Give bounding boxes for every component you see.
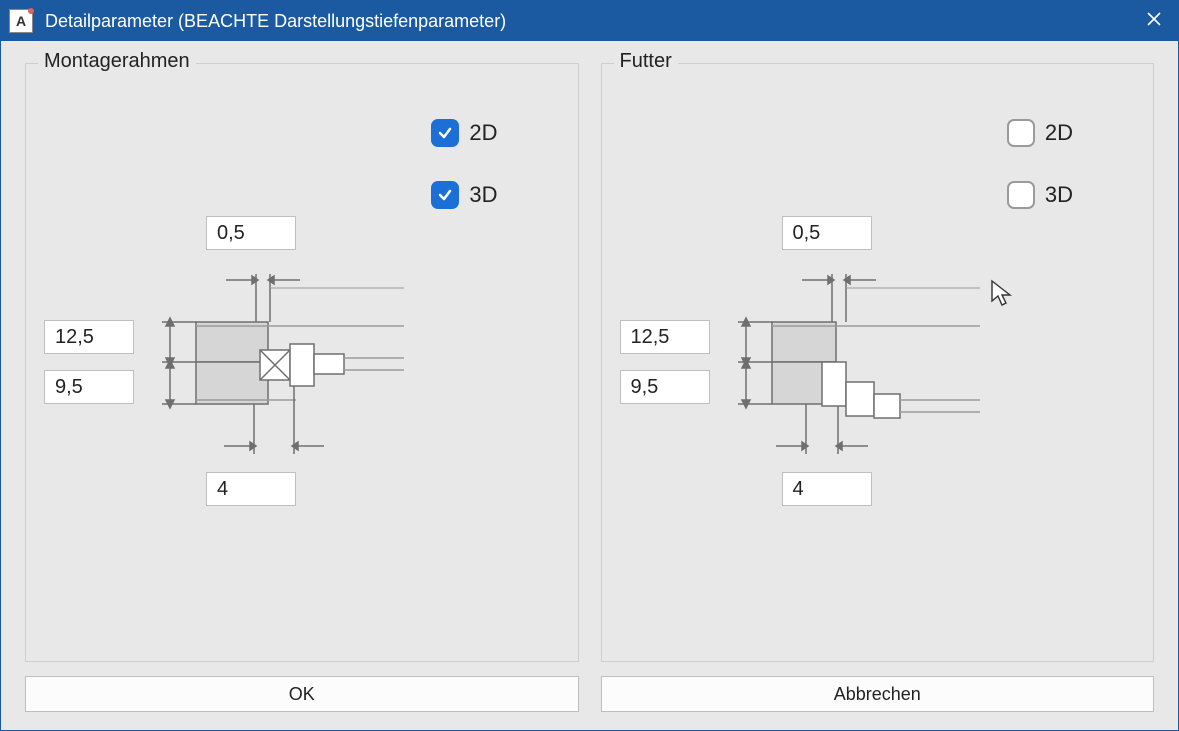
- input-top-left[interactable]: 0,5: [206, 216, 296, 250]
- input-left2-left[interactable]: 9,5: [44, 370, 134, 404]
- panel-futter: Futter 2D 3D 0,5 12,5 9,5 4: [601, 63, 1155, 662]
- checkbox-2d-left[interactable]: 2D: [431, 119, 497, 147]
- checkbox-3d-label: 3D: [1045, 182, 1073, 208]
- cancel-button[interactable]: Abbrechen: [601, 676, 1155, 712]
- checkbox-2d-label: 2D: [1045, 120, 1073, 146]
- input-bottom-right[interactable]: 4: [782, 472, 872, 506]
- input-left2-right[interactable]: 9,5: [620, 370, 710, 404]
- input-left1-left[interactable]: 12,5: [44, 320, 134, 354]
- ok-button[interactable]: OK: [25, 676, 579, 712]
- checkbox-3d-label: 3D: [469, 182, 497, 208]
- dialog-window: A Detailparameter (BEACHTE Darstellungst…: [0, 0, 1179, 731]
- check-icon: [1007, 181, 1035, 209]
- checkbox-2d-right[interactable]: 2D: [1007, 119, 1073, 147]
- panels-row: Montagerahmen 2D 3D 0,: [25, 63, 1154, 662]
- checks-right: 2D 3D: [1007, 119, 1073, 209]
- checkbox-3d-right[interactable]: 3D: [1007, 181, 1073, 209]
- app-icon-letter: A: [16, 13, 26, 29]
- diagram-futter: [722, 264, 982, 464]
- input-top-right[interactable]: 0,5: [782, 216, 872, 250]
- check-icon: [1007, 119, 1035, 147]
- dialog-content: Montagerahmen 2D 3D 0,: [1, 41, 1178, 730]
- panel-title-left: Montagerahmen: [38, 50, 196, 73]
- checks-left: 2D 3D: [431, 119, 497, 209]
- button-row: OK Abbrechen: [25, 676, 1154, 712]
- checkbox-2d-label: 2D: [469, 120, 497, 146]
- cursor-icon: [990, 279, 1014, 309]
- input-left1-right[interactable]: 12,5: [620, 320, 710, 354]
- checkbox-3d-left[interactable]: 3D: [431, 181, 497, 209]
- panel-title-right: Futter: [614, 50, 678, 73]
- check-icon: [431, 181, 459, 209]
- check-icon: [431, 119, 459, 147]
- close-icon[interactable]: [1138, 11, 1170, 32]
- window-title: Detailparameter (BEACHTE Darstellungstie…: [45, 11, 1138, 32]
- input-bottom-left[interactable]: 4: [206, 472, 296, 506]
- diagram-montagerahmen: [146, 264, 406, 464]
- app-icon: A: [9, 9, 33, 33]
- titlebar: A Detailparameter (BEACHTE Darstellungst…: [1, 1, 1178, 41]
- panel-montagerahmen: Montagerahmen 2D 3D 0,: [25, 63, 579, 662]
